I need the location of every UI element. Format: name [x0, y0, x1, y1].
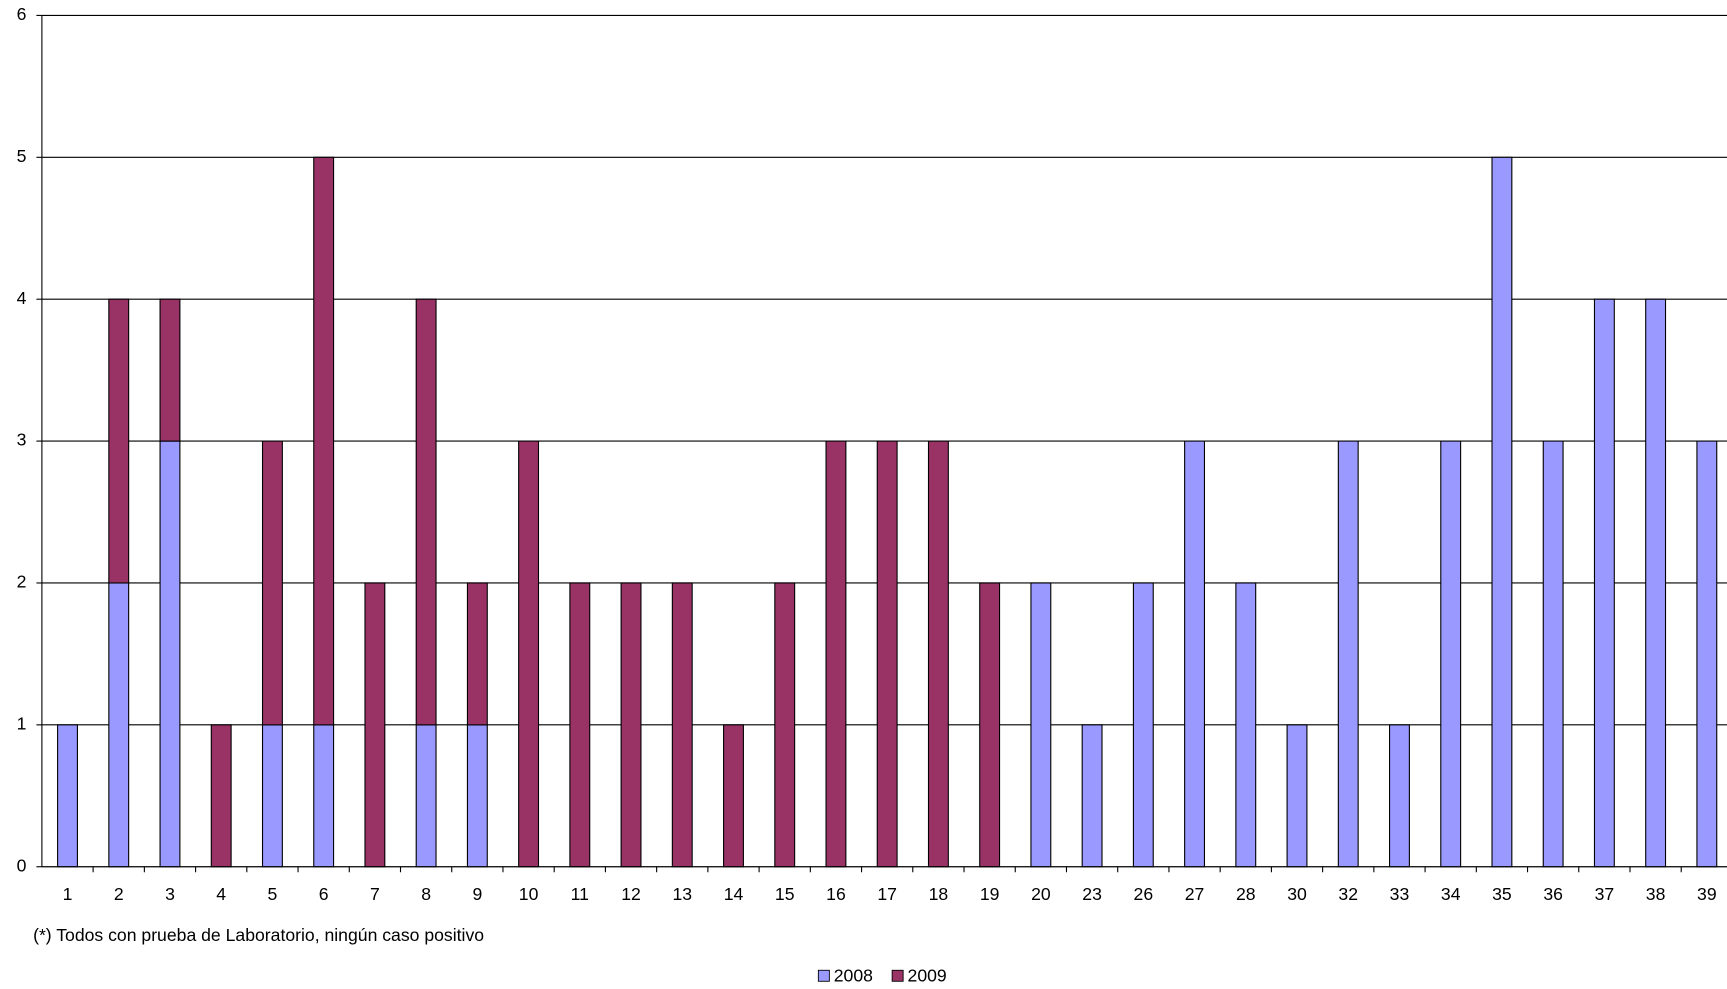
x-tick-label: 38 — [1646, 884, 1666, 904]
x-tick-label: 7 — [370, 884, 380, 904]
x-tick-label: 9 — [472, 884, 482, 904]
x-tick-label: 1 — [63, 884, 73, 904]
y-tick-label: 4 — [17, 288, 27, 308]
bar-segment — [314, 725, 334, 867]
bar-segment — [672, 583, 692, 867]
bar-segment — [416, 299, 436, 725]
x-tick-label: 16 — [826, 884, 846, 904]
bar-segment — [826, 441, 846, 867]
bar-segment — [1390, 725, 1410, 867]
x-tick-label: 2 — [114, 884, 124, 904]
bar-segment — [877, 441, 897, 867]
bar-segment — [58, 725, 78, 867]
x-tick-label: 19 — [980, 884, 1000, 904]
x-tick-label: 11 — [571, 884, 589, 904]
x-tick-label: 34 — [1441, 884, 1461, 904]
bar-segment — [1082, 725, 1102, 867]
x-tick-label: 17 — [877, 884, 897, 904]
x-tick-label: 5 — [268, 884, 278, 904]
x-tick-label: 4 — [216, 884, 226, 904]
bar-segment — [570, 583, 590, 867]
bar-segment — [160, 441, 180, 867]
x-tick-label: 23 — [1082, 884, 1102, 904]
bar-segment — [467, 725, 487, 867]
y-tick-label: 1 — [17, 714, 27, 734]
bar-segment — [1287, 725, 1307, 867]
legend-swatch — [818, 970, 829, 981]
bar-segment — [724, 725, 744, 867]
bar-segment — [1236, 583, 1256, 867]
bar-segment — [1441, 441, 1461, 867]
y-tick-label: 0 — [17, 855, 27, 875]
bar-segment — [519, 441, 539, 867]
x-tick-label: 35 — [1492, 884, 1512, 904]
bar-segment — [160, 299, 180, 441]
bar-segment — [263, 441, 283, 725]
bar-segment — [928, 441, 948, 867]
x-tick-label: 15 — [775, 884, 795, 904]
bar-segment — [1543, 441, 1563, 867]
bar-segment — [416, 725, 436, 867]
x-tick-label: 30 — [1287, 884, 1307, 904]
x-tick-label: 27 — [1185, 884, 1205, 904]
bar-segment — [1185, 441, 1205, 867]
x-tick-label: 14 — [724, 884, 744, 904]
bar-segment — [1697, 441, 1717, 867]
bar-segment — [263, 725, 283, 867]
bar-segment — [1492, 157, 1512, 866]
bar-segment — [365, 583, 385, 867]
x-tick-label: 36 — [1543, 884, 1563, 904]
bar-segment — [980, 583, 1000, 867]
y-tick-label: 5 — [17, 146, 27, 166]
x-tick-label: 18 — [929, 884, 949, 904]
bar-segment — [1338, 441, 1358, 867]
bar-segment — [1031, 583, 1051, 867]
x-tick-label: 6 — [319, 884, 329, 904]
x-tick-label: 33 — [1390, 884, 1410, 904]
x-tick-label: 26 — [1134, 884, 1154, 904]
y-tick-label: 3 — [17, 430, 27, 450]
legend-label: 2009 — [908, 966, 947, 986]
bar-segment — [211, 725, 231, 867]
bar-segment — [1646, 299, 1666, 867]
x-tick-label: 39 — [1697, 884, 1717, 904]
x-tick-label: 3 — [165, 884, 175, 904]
bar-segment — [621, 583, 641, 867]
legend-swatch — [892, 970, 903, 981]
x-tick-label: 32 — [1338, 884, 1358, 904]
x-tick-label: 37 — [1595, 884, 1615, 904]
chart: (*) Todos con prueba de Laboratorio, nin… — [0, 0, 1727, 989]
bar-segment — [1594, 299, 1614, 867]
x-tick-label: 28 — [1236, 884, 1256, 904]
bar-segment — [109, 299, 129, 583]
y-tick-label: 2 — [17, 572, 27, 592]
x-tick-label: 12 — [621, 884, 641, 904]
bar-segment — [775, 583, 795, 867]
x-tick-label: 20 — [1031, 884, 1051, 904]
x-tick-label: 8 — [421, 884, 431, 904]
bar-segment — [1133, 583, 1153, 867]
x-tick-label: 10 — [519, 884, 539, 904]
y-tick-label: 6 — [17, 4, 27, 24]
footnote: (*) Todos con prueba de Laboratorio, nin… — [33, 925, 484, 945]
bar-segment — [109, 583, 129, 867]
bar-segment — [467, 583, 487, 725]
x-tick-label: 13 — [672, 884, 692, 904]
legend-label: 2008 — [834, 966, 873, 986]
bar-segment — [314, 157, 334, 725]
